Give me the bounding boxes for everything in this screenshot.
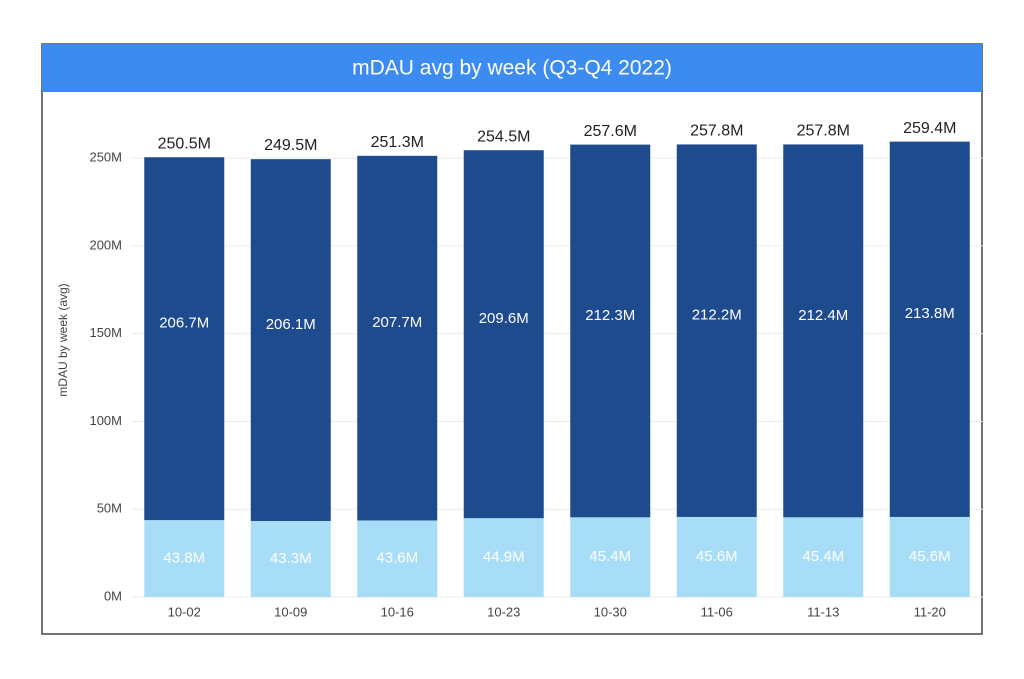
bar-segment	[357, 520, 438, 597]
value-label: 207.7M	[372, 314, 422, 331]
total-label: 257.8M	[690, 123, 743, 140]
x-tick-label: 11-20	[914, 604, 946, 619]
x-tick-label: 10-16	[381, 604, 414, 619]
value-label: 206.7M	[159, 315, 209, 332]
total-label: 257.8M	[797, 123, 850, 140]
y-tick-label: 200M	[89, 237, 122, 252]
bar-segment	[250, 520, 331, 597]
bar-segment	[783, 517, 864, 597]
value-label: 45.4M	[802, 548, 844, 565]
value-label: 212.4M	[798, 307, 848, 324]
value-label: 209.6M	[479, 310, 529, 327]
y-tick-label: 250M	[89, 150, 122, 165]
title-bar	[42, 44, 982, 92]
x-tick-label: 10-30	[594, 604, 627, 619]
bar-segment	[570, 144, 651, 518]
bar-segment	[144, 157, 225, 521]
value-label: 45.4M	[589, 548, 631, 565]
value-label: 45.6M	[696, 548, 738, 565]
bar-segment	[676, 516, 757, 597]
value-label: 45.6M	[909, 548, 951, 565]
value-label: 43.3M	[270, 550, 312, 567]
y-tick-label: 50M	[97, 501, 122, 516]
x-tick-label: 10-02	[168, 604, 201, 619]
x-tick-label: 10-09	[274, 604, 307, 619]
total-label: 251.3M	[371, 134, 424, 151]
x-tick-label: 10-23	[487, 604, 520, 619]
bar-segment	[144, 520, 225, 597]
bar-segment	[783, 144, 864, 518]
total-label: 254.5M	[477, 128, 530, 145]
bar-segment	[570, 517, 651, 597]
y-tick-label: 100M	[89, 413, 122, 428]
value-label: 44.9M	[483, 549, 525, 566]
total-label: 250.5M	[158, 135, 211, 152]
bar-segment	[889, 516, 970, 597]
value-label: 206.1M	[266, 316, 316, 333]
bar-segment	[357, 155, 438, 521]
total-label: 249.5M	[264, 137, 317, 154]
value-label: 212.3M	[585, 307, 635, 324]
total-label: 259.4M	[903, 120, 956, 137]
value-label: 43.8M	[163, 550, 205, 567]
y-tick-label: 0M	[104, 588, 122, 603]
x-tick-label: 11-06	[701, 604, 733, 619]
chart-title: mDAU avg by week (Q3-Q4 2022)	[352, 57, 672, 80]
bar-segment	[889, 141, 970, 517]
bar-segment	[463, 150, 544, 519]
y-tick-label: 150M	[89, 325, 122, 340]
bar-segment	[250, 159, 331, 521]
value-label: 212.2M	[692, 307, 742, 324]
total-label: 257.6M	[584, 123, 637, 140]
y-axis-label: mDAU by week (avg)	[56, 283, 70, 396]
x-tick-label: 11-13	[807, 604, 839, 619]
value-label: 213.8M	[905, 305, 955, 322]
value-label: 43.6M	[376, 550, 418, 567]
bar-segment	[676, 144, 757, 517]
bar-segment	[463, 518, 544, 597]
